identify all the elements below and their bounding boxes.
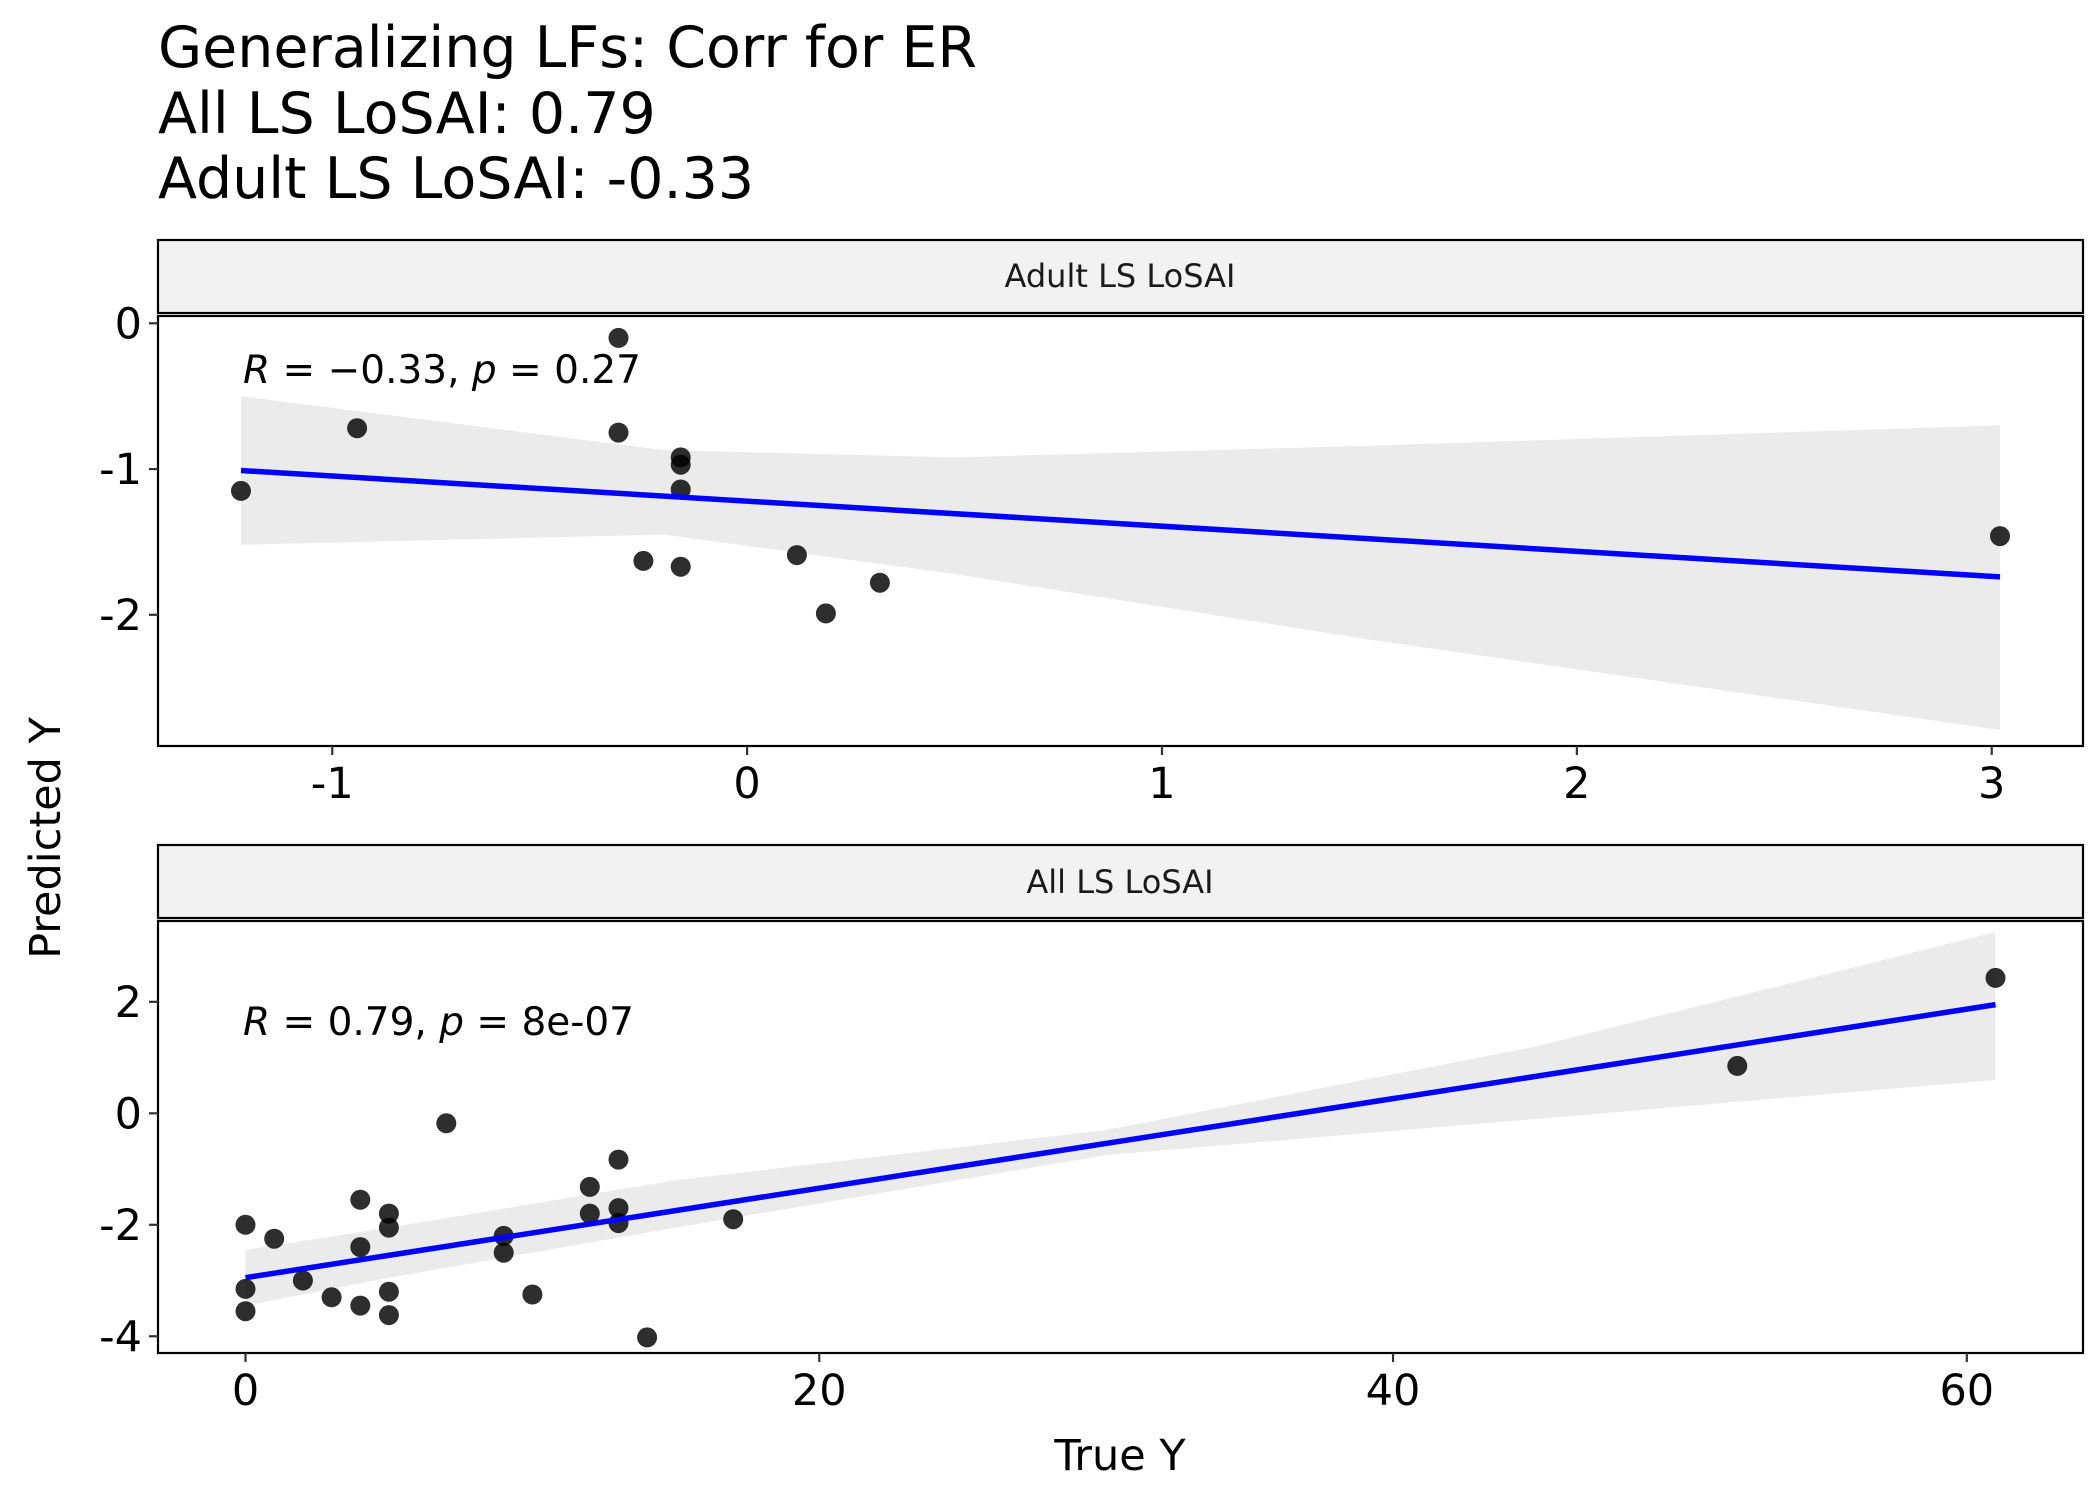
panel-all-plot-area — [235, 932, 2006, 1348]
panel-adult-data-point — [670, 454, 691, 475]
panel-adult-data-point — [869, 572, 890, 593]
panel-all-data-point — [608, 1198, 629, 1219]
panel-all-data-point — [522, 1284, 543, 1305]
panel-all-data-point — [235, 1301, 256, 1322]
panel-adult-x-tick-label: -1 — [311, 759, 354, 809]
panel-all-y-tick-label: -2 — [99, 1201, 142, 1251]
panel-all-x-tick-label: 60 — [1939, 1366, 1994, 1416]
panel-adult-y-tick-label: -1 — [99, 445, 142, 495]
title-line-2: All LS LoSAI: 0.79 — [158, 81, 656, 147]
panel-adult-data-point — [1990, 526, 2010, 547]
panel-all-correlation-annotation: R = 0.79, p = 8e-07 — [243, 1000, 634, 1045]
panel-all-strip — [156, 843, 2085, 920]
panel-adult-x-tick-label: 3 — [1978, 759, 2005, 809]
panel-adult-data-point — [608, 422, 629, 443]
panel-all-data-point — [292, 1270, 313, 1291]
panel-all-y-tick-label: -4 — [99, 1312, 142, 1362]
panel-all-data-point — [235, 1214, 256, 1235]
x-axis-title: True Y — [1053, 1431, 1186, 1481]
panel-adult-y-tick-label: 0 — [115, 299, 142, 349]
panel-all-border — [156, 919, 2085, 1355]
panel-adult-data-point — [231, 480, 251, 501]
panel-adult-data-point — [347, 418, 368, 439]
y-axis-title: Predicted Y — [21, 716, 71, 959]
panel-adult-x-tick-label: 1 — [1148, 759, 1175, 809]
panel-adult-x-tick-label: 0 — [733, 759, 760, 809]
panel-adult-data-point — [633, 550, 654, 571]
panel-all-x-tick-label: 0 — [232, 1366, 259, 1416]
title-line-3: Adult LS LoSAI: -0.33 — [158, 146, 754, 212]
panel-adult-y-tick-label: -2 — [99, 591, 142, 641]
panel-all-data-point — [723, 1209, 744, 1230]
panel-all-data-point — [378, 1217, 399, 1238]
panel-all-regression-line — [245, 1001, 1996, 1281]
panel-all-data-point — [235, 1278, 256, 1299]
panel-adult-axes: 0 -1 -2 -1 0 1 2 3 — [99, 299, 2005, 809]
panel-all-data-point — [1985, 967, 2006, 988]
panel-all-y-tick-label: 2 — [115, 978, 142, 1028]
panel-adult-data-point — [608, 327, 629, 348]
panel-adult-correlation-annotation: R = −0.33, p = 0.27 — [243, 348, 641, 393]
panel-all-data-point — [579, 1203, 600, 1224]
panel-adult-plot-area — [231, 327, 2010, 730]
panel-all-data-point — [350, 1295, 371, 1316]
panel-all-data-point — [436, 1113, 457, 1134]
panel-all-data-point — [378, 1305, 399, 1326]
panel-all-data-point — [637, 1327, 658, 1348]
panel-all-confidence-band — [245, 932, 1996, 1306]
panel-adult-regression-line — [240, 467, 2001, 580]
panel-adult-data-point — [815, 603, 836, 624]
panel-all: All LS LoSAI R = 0.79, p = 8e-07 20-2-40… — [99, 843, 2085, 1416]
panel-all-strip-label: All LS LoSAI — [1026, 863, 1213, 901]
panel-all-x-tick-label: 20 — [792, 1366, 847, 1416]
panel-all-data-point — [321, 1287, 342, 1308]
panel-all-axes: 20-2-40 20 40 60 — [99, 978, 1994, 1416]
panel-adult-data-point — [786, 545, 807, 566]
panel-all-data-point — [350, 1237, 371, 1258]
panel-all-y-tick-label: 0 — [115, 1089, 142, 1139]
panel-adult: Adult LS LoSAI R = −0.33, p = 0.27 0 -1 -2… — [99, 238, 2085, 809]
panel-all-data-point — [608, 1149, 629, 1170]
panel-all-data-point — [1727, 1055, 1748, 1076]
panel-all-data-point — [378, 1203, 399, 1224]
panel-adult-strip — [156, 238, 2085, 315]
title-block: Generalizing LFs: Corr for ER All LS LoS… — [158, 15, 977, 212]
panel-all-data-point — [378, 1281, 399, 1302]
panel-all-data-point — [350, 1189, 371, 1210]
panel-all-data-point — [579, 1176, 600, 1197]
panel-all-x-tick-label: 40 — [1366, 1366, 1421, 1416]
panel-adult-strip-label: Adult LS LoSAI — [1005, 257, 1236, 295]
panel-adult-border — [156, 314, 2085, 748]
panel-all-data-point — [493, 1242, 514, 1263]
title-line-1: Generalizing LFs: Corr for ER — [158, 15, 977, 81]
panel-adult-x-tick-label: 2 — [1563, 759, 1590, 809]
panel-adult-data-point — [670, 556, 691, 577]
panel-all-data-point — [264, 1228, 285, 1249]
